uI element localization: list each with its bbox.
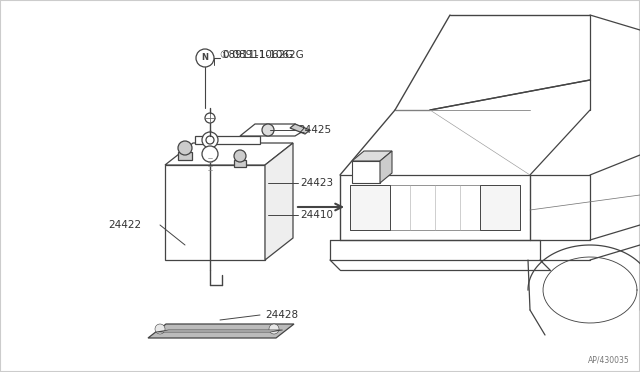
Polygon shape — [480, 185, 520, 230]
Polygon shape — [350, 185, 390, 230]
Text: 24422: 24422 — [108, 220, 141, 230]
Polygon shape — [195, 136, 260, 144]
Text: 24428: 24428 — [265, 310, 298, 320]
Text: N: N — [202, 54, 209, 62]
Text: AP/430035: AP/430035 — [588, 356, 630, 365]
Circle shape — [196, 49, 214, 67]
Polygon shape — [156, 330, 283, 332]
Circle shape — [269, 324, 279, 334]
Text: 08911-1062G: 08911-1062G — [222, 50, 293, 60]
Text: 24425: 24425 — [298, 125, 331, 135]
Text: 24410: 24410 — [300, 210, 333, 220]
Circle shape — [202, 132, 218, 148]
Circle shape — [234, 150, 246, 162]
Circle shape — [178, 141, 192, 155]
Text: ① 08911-1062G: ① 08911-1062G — [220, 50, 304, 60]
Polygon shape — [352, 151, 392, 161]
Polygon shape — [290, 124, 310, 134]
Polygon shape — [165, 165, 265, 260]
Circle shape — [262, 124, 274, 136]
Polygon shape — [234, 160, 246, 167]
Circle shape — [205, 113, 215, 123]
Polygon shape — [240, 124, 305, 136]
Polygon shape — [352, 161, 380, 183]
Polygon shape — [265, 143, 293, 260]
Text: 24423: 24423 — [300, 178, 333, 188]
Polygon shape — [148, 324, 294, 338]
Polygon shape — [178, 152, 192, 160]
Circle shape — [202, 146, 218, 162]
Polygon shape — [380, 151, 392, 183]
Circle shape — [155, 324, 165, 334]
Polygon shape — [165, 143, 293, 165]
